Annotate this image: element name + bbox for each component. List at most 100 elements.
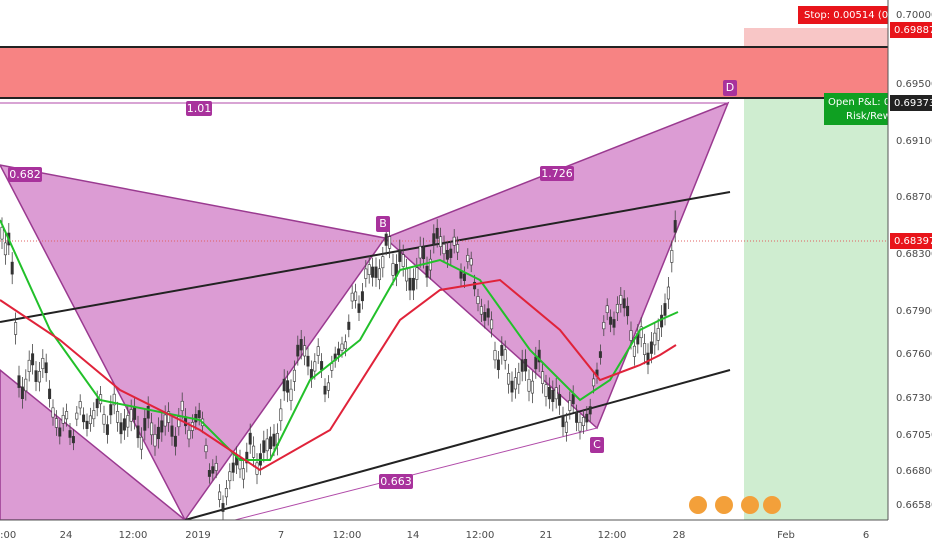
candle-body [17,375,21,388]
candle-body [646,352,650,365]
candle-body [615,304,619,314]
candle-body [483,312,487,321]
candle-body [54,418,58,428]
candle-body [609,316,613,325]
candle-body [551,389,555,402]
candle-body [112,393,116,406]
candle-body [282,378,286,392]
candle-body [456,244,460,253]
candle-body [639,326,643,339]
candle-body [401,254,405,267]
candle-body [296,344,300,357]
candle-body [3,242,7,256]
ratio-label: 0.682 [9,168,41,181]
candle-body [187,429,191,440]
candle-body [10,261,14,275]
candle-body [592,378,596,387]
candle-body [384,233,388,246]
time-label: 2019 [185,530,210,541]
candle-body [554,387,558,400]
candle-body [493,350,497,361]
ratio-label: 0.663 [380,475,412,488]
candle-body [520,359,524,372]
candle-body [490,319,494,330]
channel-bottom [184,369,731,521]
candle-body [252,445,256,458]
time-label: 12:00 [119,530,148,541]
candle-body [126,415,130,428]
candle-body [500,345,504,356]
candle-body [459,270,463,279]
candle-body [306,355,310,367]
candle-body [241,468,245,480]
candle-body [68,430,72,438]
time-label: 6 [863,530,869,541]
candle-body [221,503,225,512]
candle-body [320,361,324,371]
candle-body [605,305,609,313]
candle-body [231,462,235,473]
candle-body [663,303,667,316]
candle-body [95,398,99,409]
time-label: 12:00 [466,530,495,541]
time-axis [0,520,932,550]
candle-body [666,286,670,300]
stop-zone [744,28,888,48]
candle-body [466,255,470,262]
candle-body [262,440,266,453]
candle-body [150,422,154,436]
candle-body [167,411,171,423]
candle-body [88,415,92,425]
candle-body [388,236,392,249]
candle-body [204,445,208,453]
candle-body [581,417,585,427]
ratio-box [186,101,212,116]
pnl-badge [824,93,890,125]
candle-body [24,378,28,392]
pattern [0,101,730,522]
candle-body [411,277,415,291]
candle-body [510,380,514,393]
candle-body [367,264,371,275]
candle-body [524,358,528,372]
time-label: 2:00 [0,530,16,541]
candle-body [660,314,664,328]
candle-body [422,247,426,260]
candle-body [14,322,18,335]
candle-body [479,306,483,315]
candle-body [48,388,52,399]
candle-body [224,488,228,498]
candle-body [649,341,653,354]
candle-body [214,463,218,471]
candle-body [629,330,633,341]
stop-price: 0.69887 [894,25,932,36]
candle-body [527,378,531,392]
candle-body [571,393,575,405]
event-icon [763,496,781,514]
candle-body [632,345,636,357]
point-label: B [379,217,387,230]
candle-body [350,292,354,302]
candle-body [564,421,568,433]
candle-body [289,388,293,401]
point-label: D [726,81,734,94]
candle-body [102,414,106,425]
candle-body [286,380,290,393]
candle-body [445,249,449,260]
candle-body [568,400,572,411]
candle-body [442,243,446,255]
candle-body [197,410,201,419]
candle-body [146,406,150,419]
candle-body [643,343,647,355]
candle-body [561,415,565,428]
candle-body [425,265,429,278]
candle-body [469,258,473,266]
candle-body [357,303,361,313]
candle-body [432,233,436,245]
stop-badge [798,6,890,24]
